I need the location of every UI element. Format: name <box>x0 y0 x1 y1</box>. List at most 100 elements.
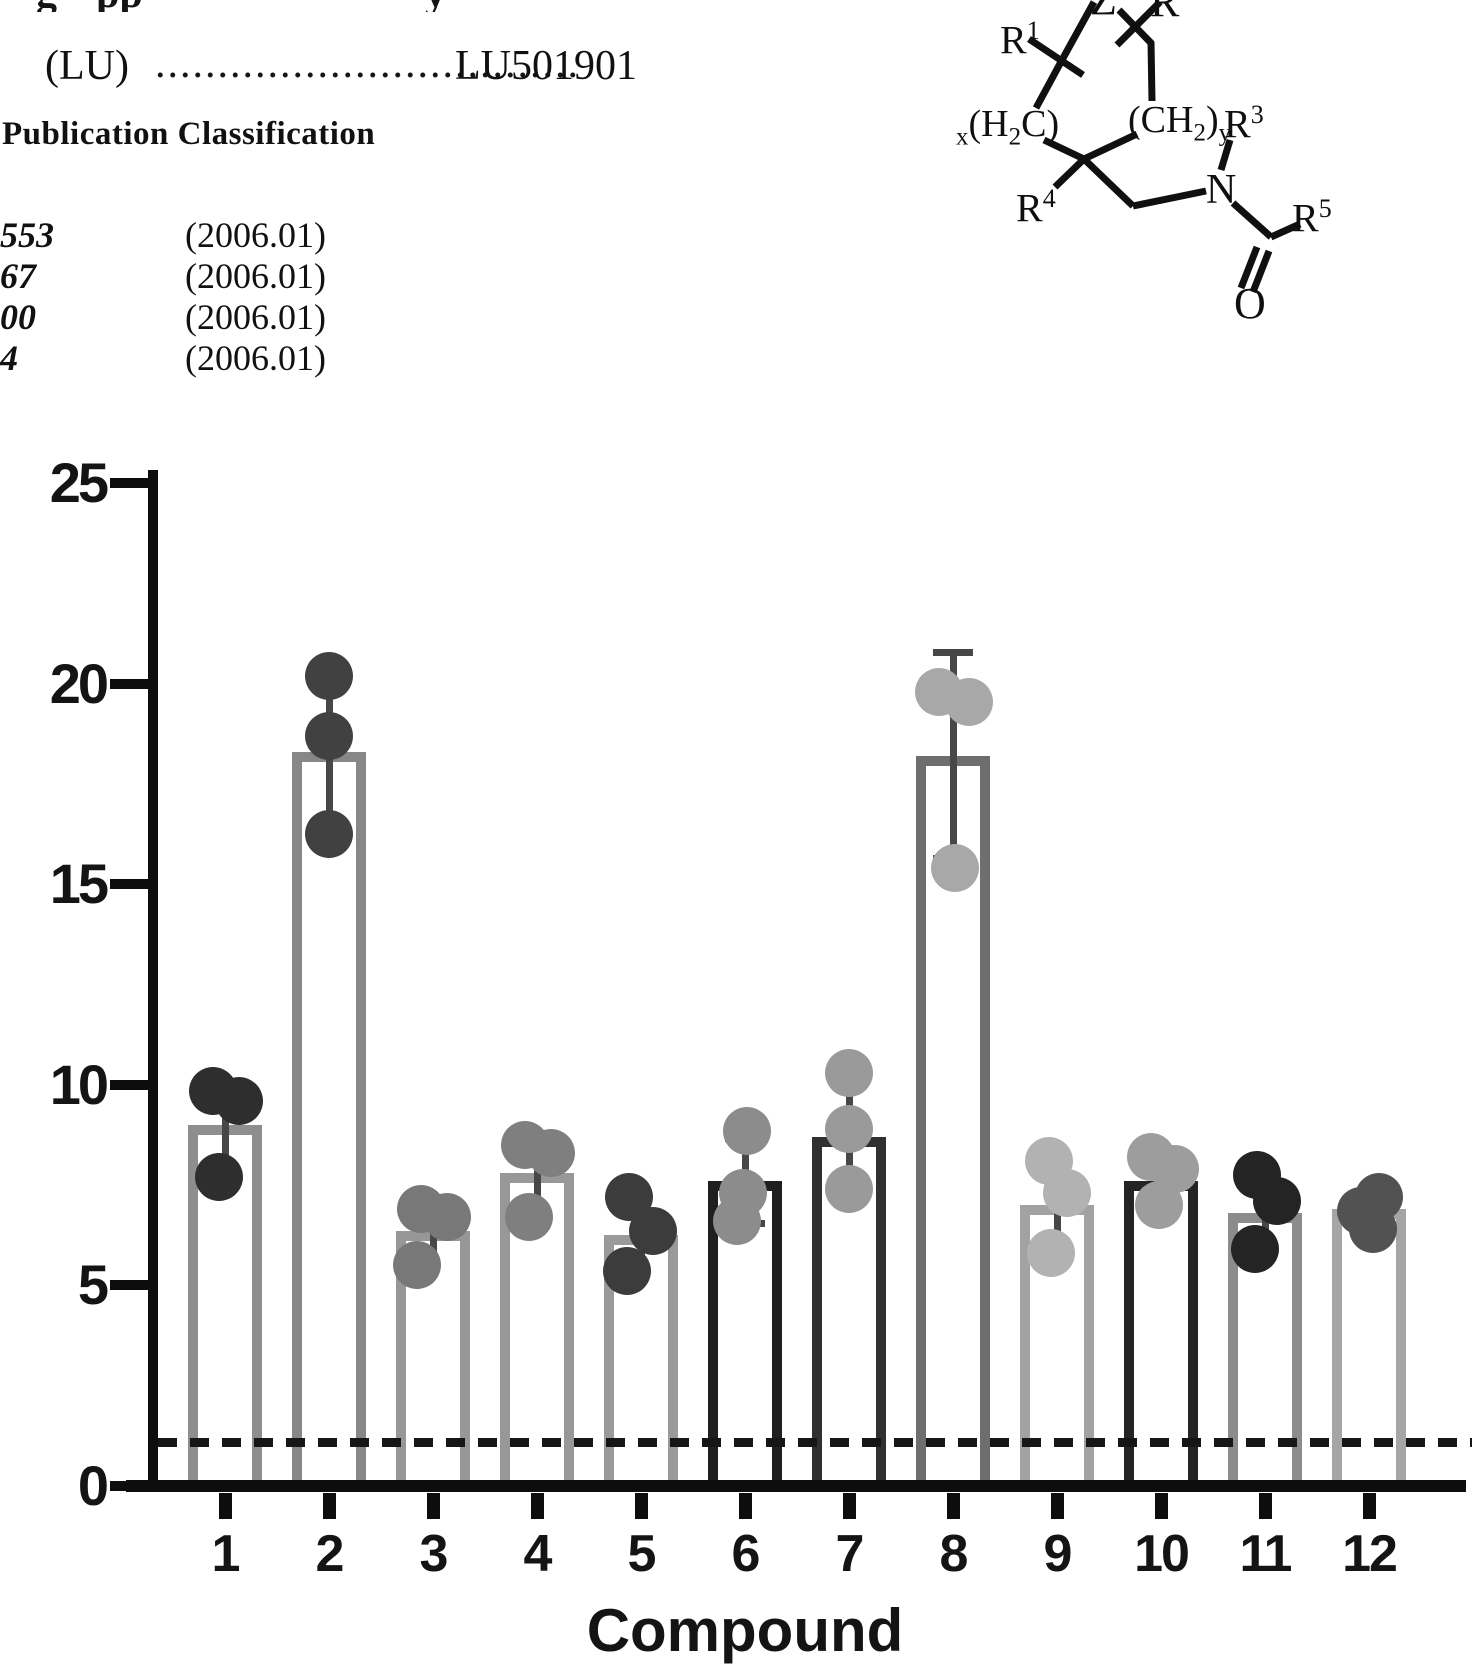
classification-year: (2006.01) <box>185 297 326 337</box>
x-axis-tick-label: 7 <box>835 1525 865 1583</box>
data-point <box>1349 1205 1397 1253</box>
classification-code-fragment: 67 <box>0 256 36 296</box>
y-axis-tick <box>110 879 148 889</box>
r3-substituent-label: R3 <box>1224 100 1264 147</box>
x-axis-tick <box>219 1493 232 1519</box>
x-axis-tick <box>427 1493 440 1519</box>
chemical-structure-bonds <box>1027 0 1302 294</box>
ch2-y-group-label: (CH2)y <box>1128 99 1232 147</box>
oxygen-atom-label: O <box>1234 279 1266 328</box>
data-point <box>1253 1177 1301 1225</box>
x-axis-tick-label: 8 <box>939 1525 969 1583</box>
country-code: (LU) <box>45 43 129 89</box>
y-axis-line <box>148 470 158 1488</box>
classification-year: (2006.01) <box>185 338 326 378</box>
clipped-letter-g: g <box>36 0 57 12</box>
data-point <box>423 1193 471 1241</box>
data-point <box>825 1165 873 1213</box>
priority-entry-line: (LU) .................................. … <box>45 41 665 89</box>
classification-year: (2006.01) <box>185 215 326 255</box>
y-axis-tick <box>110 1280 148 1290</box>
clipped-letter-y: y <box>425 0 446 12</box>
classification-row: 67 (2006.01) <box>0 255 340 296</box>
x-axis-tick <box>531 1493 544 1519</box>
data-point <box>1135 1181 1183 1229</box>
y-axis-tick-label: 15 <box>49 852 109 915</box>
clipped-text-line: g pp y <box>0 0 860 12</box>
x-axis-tick-label: 3 <box>419 1525 449 1583</box>
data-point <box>305 810 353 858</box>
y-axis-tick-label: 0 <box>77 1454 109 1517</box>
clipped-r2-label: R <box>1150 0 1180 26</box>
x-axis-tick-label: 1 <box>211 1525 241 1583</box>
h2c-x-group-label: x(H2C) <box>956 103 1060 151</box>
clipped-z-atom-label: Z <box>1090 0 1117 25</box>
data-point <box>1231 1225 1279 1273</box>
dashed-reference-line <box>158 1438 1472 1447</box>
x-axis-tick <box>635 1493 648 1519</box>
data-point <box>629 1207 677 1255</box>
data-point <box>305 652 353 700</box>
x-axis-tick-label: 4 <box>523 1525 553 1583</box>
x-axis-tick-label: 5 <box>627 1525 657 1583</box>
error-bar-cap-top <box>933 649 973 656</box>
bar-compound-2 <box>292 752 366 1490</box>
x-axis-tick-label: 2 <box>315 1525 345 1583</box>
nitrogen-atom-label: N <box>1206 167 1237 213</box>
classification-code-fragment: 4 <box>0 338 18 378</box>
x-axis-tick-label: 6 <box>731 1525 761 1583</box>
data-point <box>1043 1169 1091 1217</box>
x-axis-tick-label: 10 <box>1134 1525 1190 1583</box>
classification-row: 553 (2006.01) <box>0 214 340 255</box>
error-bar <box>950 649 957 862</box>
x-axis-tick <box>1363 1493 1376 1519</box>
data-point <box>393 1241 441 1289</box>
x-axis-tick <box>1259 1493 1272 1519</box>
data-point <box>195 1153 243 1201</box>
x-axis-tick <box>843 1493 856 1519</box>
data-point <box>505 1193 553 1241</box>
x-axis-tick-label: 9 <box>1043 1525 1073 1583</box>
x-axis-tick <box>1051 1493 1064 1519</box>
classification-row: 00 (2006.01) <box>0 296 340 337</box>
x-axis-tick <box>739 1493 752 1519</box>
classification-year: (2006.01) <box>185 256 326 296</box>
r4-substituent-label: R4 <box>1016 184 1056 231</box>
y-axis-tick-label: 10 <box>49 1053 109 1116</box>
x-axis-line <box>126 1480 1466 1492</box>
x-axis-tick-label: 11 <box>1239 1525 1293 1583</box>
classification-row: 4 (2006.01) <box>0 337 340 378</box>
y-axis-tick <box>110 478 148 488</box>
clipped-letter-pp: pp <box>96 0 143 12</box>
r1-substituent-label: R1 <box>1000 16 1040 63</box>
x-axis-tick <box>1155 1493 1168 1519</box>
dotted-leader: .................................. <box>155 41 580 87</box>
priority-number: LU501901 <box>455 43 637 89</box>
y-axis-tick <box>110 679 148 689</box>
x-axis-tick <box>323 1493 336 1519</box>
data-point <box>215 1077 263 1125</box>
y-axis-tick-label: 25 <box>49 451 109 514</box>
x-axis-tick-label: 12 <box>1342 1525 1398 1583</box>
y-axis-tick-label: 5 <box>77 1253 109 1316</box>
data-point <box>713 1197 761 1245</box>
x-axis-title: Compound <box>586 1597 904 1664</box>
data-point <box>825 1049 873 1097</box>
data-point <box>1027 1229 1075 1277</box>
x-axis-tick <box>947 1493 960 1519</box>
y-axis-tick-label: 20 <box>49 652 109 715</box>
section-title: Publication Classification <box>2 116 376 152</box>
data-point <box>825 1105 873 1153</box>
data-point <box>931 844 979 892</box>
classification-code-fragment: 00 <box>0 297 36 337</box>
error-bar <box>222 1077 229 1173</box>
data-point <box>723 1107 771 1155</box>
r5-substituent-label: R5 <box>1292 194 1332 241</box>
y-axis-tick <box>110 1080 148 1090</box>
data-point <box>527 1129 575 1177</box>
data-point <box>603 1247 651 1295</box>
data-point <box>945 678 993 726</box>
data-point <box>305 712 353 760</box>
